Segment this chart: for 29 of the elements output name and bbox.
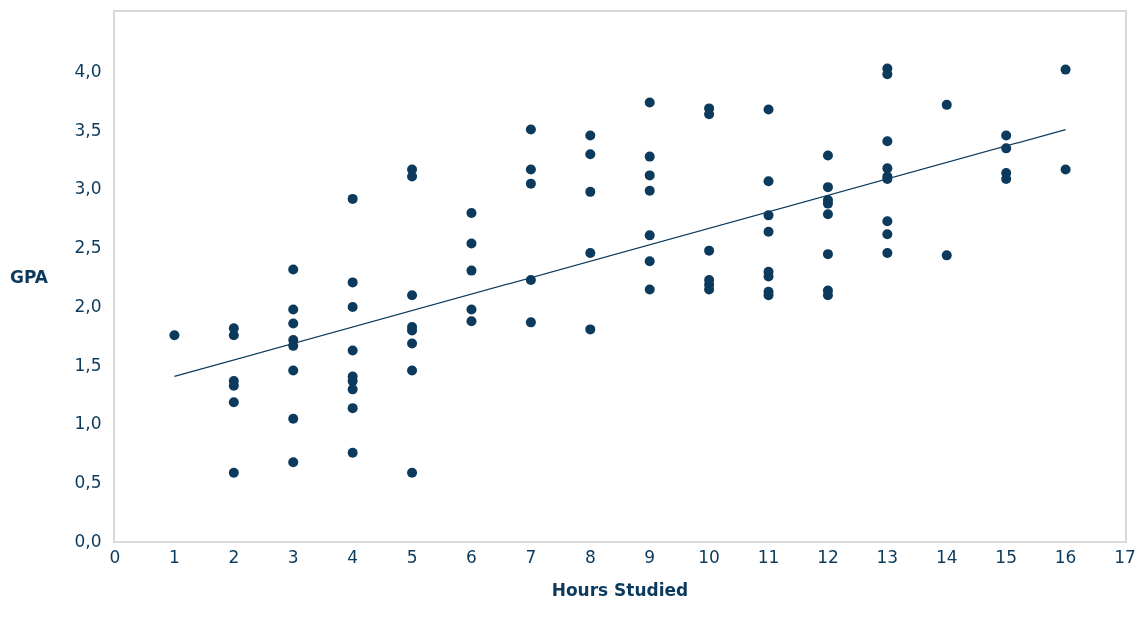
x-tick-label: 13 [876, 547, 899, 568]
x-tick-label: 12 [817, 547, 839, 568]
y-tick-label: 0,0 [74, 530, 102, 551]
x-tick-label: 17 [1114, 547, 1136, 568]
x-tick-label: 16 [1054, 547, 1077, 568]
y-tick-label: 2,5 [74, 237, 102, 258]
y-tick-label: 1,5 [74, 354, 102, 375]
x-tick-label: 1 [169, 547, 180, 568]
y-tick-label: 1,0 [74, 413, 102, 434]
x-tick-label: 6 [466, 547, 477, 568]
y-tick-label: 2,0 [74, 295, 102, 316]
x-tick-label: 14 [935, 547, 958, 568]
x-tick-label: 10 [698, 547, 720, 568]
x-tick-label: 11 [757, 547, 780, 568]
x-axis-title: Hours Studied [551, 580, 689, 601]
y-axis-title: GPA [10, 267, 49, 287]
x-tick-label: 15 [995, 547, 1017, 568]
y-tick-label: 3,5 [74, 119, 102, 140]
x-tick-label: 4 [347, 547, 359, 568]
x-tick-label: 5 [406, 547, 418, 568]
x-tick-label: 0 [109, 547, 121, 568]
y-tick-label: 3,0 [74, 178, 102, 199]
y-tick-label: 4,0 [74, 60, 102, 81]
y-tick-label: 0,5 [74, 472, 102, 493]
x-tick-label: 2 [228, 547, 240, 568]
x-tick-label: 8 [584, 547, 596, 568]
x-tick-label: 9 [644, 547, 656, 568]
x-tick-label: 7 [525, 547, 537, 568]
x-tick-label: 3 [287, 547, 299, 568]
